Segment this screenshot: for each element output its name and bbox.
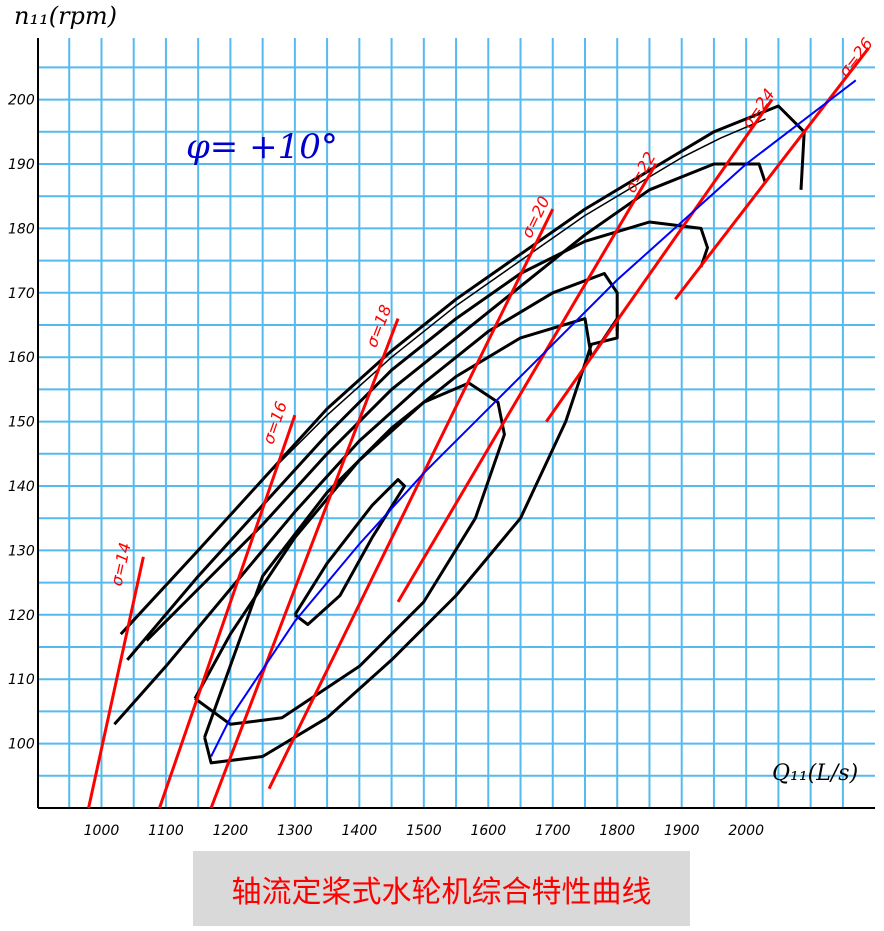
- cavitation-line: [158, 414, 297, 809]
- y-tick-label: 150: [8, 415, 35, 431]
- x-tick-label: 1400: [342, 823, 378, 839]
- angle-annotation: φ= +10°: [186, 127, 338, 167]
- cavitation-line: [396, 163, 658, 603]
- x-tick-label: 1800: [599, 823, 635, 839]
- y-tick-label: 200: [8, 93, 35, 109]
- optimum-line: [210, 79, 857, 757]
- optimum-line-group: [210, 79, 857, 757]
- y-tick-label: 180: [8, 221, 35, 237]
- y-tick-label: 120: [8, 608, 35, 624]
- caption-box: 轴流定桨式水轮机综合特性曲线: [193, 851, 690, 926]
- chart-caption: 轴流定桨式水轮机综合特性曲线: [231, 874, 652, 910]
- cavitation-label: σ=14: [107, 541, 135, 588]
- x-tick-label: 1900: [664, 823, 700, 839]
- x-tick-label: 1700: [535, 823, 571, 839]
- y-tick-label: 130: [8, 543, 35, 559]
- efficiency-contour: [113, 272, 619, 726]
- x-tick-label: 1600: [470, 823, 506, 839]
- cavitation-line: [674, 47, 870, 301]
- efficiency-contour: [126, 220, 709, 661]
- y-tick-label: 110: [8, 672, 35, 688]
- x-tick-label: 1300: [277, 823, 313, 839]
- cavitation-label: σ=26: [835, 34, 877, 80]
- y-tick-label: 190: [8, 157, 35, 173]
- x-axis-label: Q₁₁(L/s): [772, 761, 858, 786]
- efficiency-contour: [193, 381, 506, 726]
- efficiency-contours: [113, 104, 806, 765]
- y-tick-label: 140: [8, 479, 35, 495]
- x-tick-label: 1500: [406, 823, 442, 839]
- efficiency-contour: [262, 118, 766, 481]
- y-tick-label: 100: [8, 737, 35, 753]
- cavitation-line: [87, 556, 145, 809]
- cavitation-line: [545, 98, 774, 423]
- y-tick-label: 160: [8, 350, 35, 366]
- x-tick-label: 2000: [728, 823, 764, 839]
- x-tick-label: 1100: [148, 823, 184, 839]
- tick-labels: 1000 1100 1200 1300 1400 1500 1600 1700 1800 1900…: [8, 93, 764, 839]
- cavitation-line: [267, 208, 555, 790]
- cavitation-line: [209, 318, 400, 809]
- x-tick-label: 1000: [84, 823, 120, 839]
- efficiency-contour: [293, 478, 406, 626]
- efficiency-contour: [119, 104, 806, 636]
- grid: [37, 38, 875, 809]
- y-axis-label: n₁₁(rpm): [14, 2, 117, 30]
- efficiency-contour: [203, 317, 619, 765]
- efficiency-contour: [145, 162, 767, 642]
- y-tick-label: 170: [8, 286, 35, 302]
- x-tick-label: 1200: [213, 823, 249, 839]
